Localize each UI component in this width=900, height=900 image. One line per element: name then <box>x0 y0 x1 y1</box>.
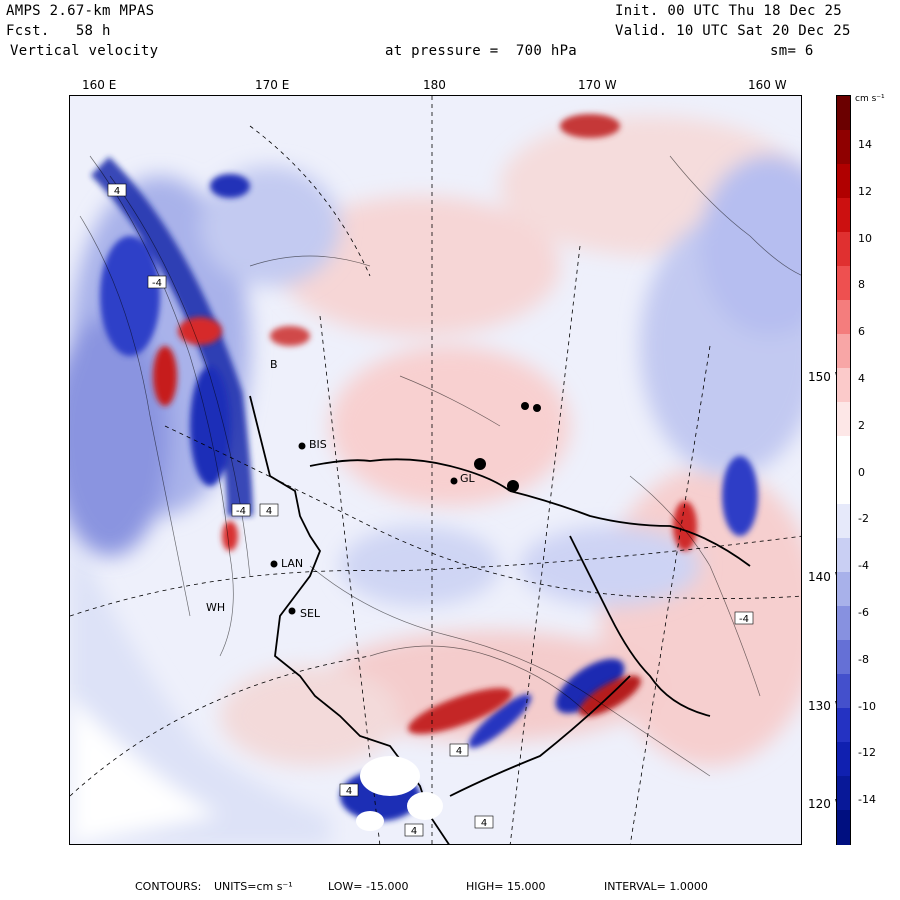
colorbar-tick-label: -12 <box>858 746 876 760</box>
footer-interval: INTERVAL= 1.0000 <box>604 880 708 893</box>
colorbar-tick-label: 0 <box>858 465 865 479</box>
footer-low: LOW= -15.000 <box>328 880 409 893</box>
vertical-velocity-map[interactable]: 4 -4 -4 4 4 4 4 -4 4 BIS GL LAN SEL WH <box>69 95 802 845</box>
feature-blob-3 <box>533 404 541 412</box>
colorbar-segment <box>837 606 850 641</box>
colorbar-segment <box>837 436 850 471</box>
station-label-bis: BIS <box>309 438 327 451</box>
colorbar-segment <box>837 198 850 233</box>
colorbar-segment <box>837 130 850 165</box>
init-time: Init. 00 UTC Thu 18 Dec 25 <box>615 3 842 19</box>
field-name: Vertical velocity <box>10 43 159 59</box>
footer-contours: CONTOURS: <box>135 880 202 893</box>
contour-label-box-text: 4 <box>456 746 462 757</box>
valid-time: Valid. 10 UTC Sat 20 Dec 25 <box>615 23 851 39</box>
station-label-lan: LAN <box>281 557 304 570</box>
colorbar-segment <box>837 538 850 573</box>
colorbar-tick-label: -8 <box>858 652 869 666</box>
contour-label-box-text: -4 <box>236 506 246 517</box>
colorbar-tick-label: -2 <box>858 512 869 526</box>
contour-label-box-text: 4 <box>114 186 120 197</box>
colorbar-segment <box>837 708 850 743</box>
colorbar-segment <box>837 368 850 403</box>
lon-label-160w: 160 W <box>748 78 787 92</box>
colorbar-tick-label: -4 <box>858 559 869 573</box>
station-label-sel: SEL <box>300 607 321 620</box>
colorbar-segment <box>837 96 850 131</box>
no-data-region <box>70 696 220 844</box>
colorbar-tick-label: 12 <box>858 184 872 198</box>
colorbar-segment <box>837 402 850 437</box>
colorbar-segment <box>837 266 850 301</box>
footer-units: UNITS=cm s⁻¹ <box>214 880 293 893</box>
colorbar-segment <box>837 742 850 777</box>
colorbar-tick-label: -6 <box>858 606 869 619</box>
terrain-mask <box>356 756 443 831</box>
contour-label-box-text: 4 <box>266 506 272 517</box>
coastline <box>249 395 751 844</box>
forecast-hour: Fcst. 58 h <box>6 23 111 39</box>
contour-label-box-text: -4 <box>152 278 162 289</box>
colorbar-segment <box>837 776 850 811</box>
colorbar-tick-label: 6 <box>858 325 865 339</box>
lon-label-170w: 170 W <box>578 78 617 92</box>
light-updraft-regions <box>220 116 801 766</box>
model-title: AMPS 2.67-km MPAS <box>6 3 155 19</box>
lon-label-180: 180 <box>423 78 446 92</box>
contour-label-box-text: 4 <box>481 818 487 829</box>
colorbar-segment <box>837 300 850 335</box>
colorbar-segment <box>837 232 850 267</box>
colorbar-tick-label: 4 <box>858 372 865 385</box>
graticule <box>70 96 801 844</box>
colorbar-tick-label: 10 <box>858 231 872 245</box>
feature-blob-1 <box>474 458 486 470</box>
lon-label-160e: 160 E <box>82 78 117 92</box>
colorbar-segment <box>837 164 850 199</box>
colorbar-segment <box>837 334 850 369</box>
station-dot-sel <box>288 607 296 615</box>
feature-blob-4 <box>521 402 529 410</box>
colorbar-segment <box>837 640 850 675</box>
contour-label-box-text: 4 <box>411 826 417 837</box>
colorbar <box>836 95 851 845</box>
station-markers <box>270 402 541 615</box>
station-label-gl: GL <box>460 472 475 485</box>
station-dot-gl <box>450 477 458 485</box>
pressure-level: at pressure = 700 hPa <box>385 43 578 59</box>
station-dot-bis <box>298 442 306 450</box>
lon-label-170e: 170 E <box>255 78 290 92</box>
contour-label-box-text: -4 <box>739 614 749 625</box>
colorbar-segment <box>837 810 850 845</box>
colorbar-tick-label: 8 <box>858 278 865 292</box>
colorbar-tick-label: 14 <box>858 138 872 151</box>
feature-blob-2 <box>507 480 519 492</box>
station-dot-lan <box>270 560 278 568</box>
contour-label-box-text: 4 <box>346 786 352 797</box>
smoothing: sm= 6 <box>770 43 814 59</box>
colorbar-segment <box>837 470 850 505</box>
station-label-wh: WH <box>206 601 226 614</box>
colorbar-segment <box>837 572 850 607</box>
map-canvas: 4 -4 -4 4 4 4 4 -4 4 <box>70 96 801 844</box>
strong-downdraft-cells <box>90 156 758 821</box>
colorbar-tick-label: 2 <box>858 418 865 432</box>
colorbar-tick-label: -10 <box>858 699 876 713</box>
colorbar-units: cm s⁻¹ <box>855 94 885 104</box>
station-label-b: B <box>270 358 278 371</box>
colorbar-tick-label: -14 <box>858 793 876 807</box>
colorbar-segment <box>837 674 850 709</box>
colorbar-segment <box>837 504 850 539</box>
contour-label-boxes: 4 -4 -4 4 4 4 4 -4 4 <box>107 183 754 837</box>
footer-high: HIGH= 15.000 <box>466 880 546 893</box>
